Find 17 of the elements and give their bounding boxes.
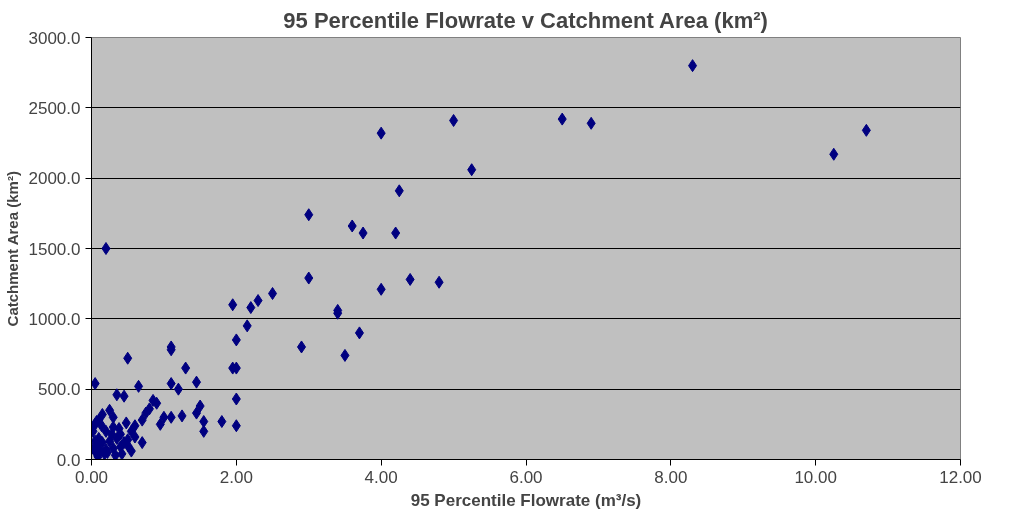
x-tick-label: 12.00 [939,467,982,487]
y-tick-label: 2000.0 [28,169,81,189]
x-tick-label: 6.00 [509,467,543,487]
y-tick-label: 1500.0 [28,239,81,259]
x-tick-label: 8.00 [654,467,688,487]
y-tick-label: 500.0 [37,380,81,400]
x-tick-label: 4.00 [364,467,398,487]
y-axis-title: Catchment Area (km²) [3,171,21,327]
x-tick-label: 2.00 [219,467,253,487]
chart-title: 95 Percentile Flowrate v Catchment Area (km²) [283,7,768,33]
x-tick-label: 10.00 [794,467,837,487]
y-tick-label: 3000.0 [28,28,81,48]
x-tick-label: 0.00 [74,467,109,487]
y-tick-label: 2500.0 [28,98,81,118]
x-axis-title: 95 Percentile Flowrate (m³/s) [410,490,642,510]
y-tick-label: 1000.0 [28,309,81,329]
y-tick-label: 0.0 [56,450,81,470]
